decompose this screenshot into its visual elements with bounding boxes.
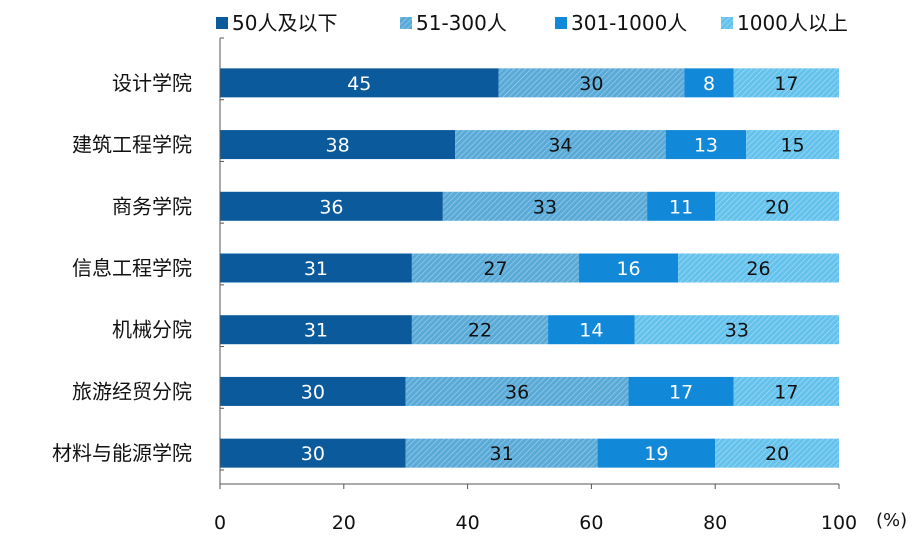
- bar-4-1: [411, 315, 549, 345]
- bar-2-3: [715, 191, 839, 221]
- bar-1-3: [746, 130, 839, 160]
- category-label-2: 商务学院: [112, 194, 192, 218]
- legend-swatch: [400, 17, 412, 29]
- data-label-2-3: 20: [765, 196, 789, 218]
- plot-area: 45 30 8 17 38 34 13 15 36 33 11 20 31 27 16 26 31 22 14 33 3…: [220, 68, 839, 468]
- data-label-0-2: 8: [703, 73, 715, 95]
- bar-4-0: [220, 315, 412, 345]
- data-label-0-3: 17: [774, 73, 798, 95]
- data-label-2-1: 33: [533, 196, 557, 218]
- bar-4-2: [548, 315, 635, 345]
- category-label-0: 设计学院: [112, 71, 192, 95]
- data-label-3-3: 26: [746, 258, 770, 280]
- bar-5-0: [220, 376, 406, 406]
- bar-0-0: [220, 68, 499, 98]
- x-tick-label-3: 60: [579, 512, 603, 534]
- legend-item-2: 301-1000人: [555, 11, 687, 35]
- data-label-4-0: 31: [304, 320, 328, 342]
- data-label-1-0: 38: [326, 135, 350, 157]
- bar-2-1: [442, 191, 648, 221]
- data-label-6-1: 31: [490, 443, 514, 465]
- legend: 50人及以下 51-300人 301-1000人 1000人以上: [216, 11, 848, 35]
- data-label-4-1: 22: [468, 320, 492, 342]
- legend-swatch: [216, 17, 228, 29]
- data-label-6-3: 20: [765, 443, 789, 465]
- bar-3-0: [220, 253, 412, 283]
- bar-1-2: [665, 130, 747, 160]
- x-tick-label-4: 80: [703, 512, 727, 534]
- data-label-1-3: 15: [780, 135, 804, 157]
- x-unit-label: (%): [876, 510, 907, 531]
- bar-0-1: [498, 68, 685, 98]
- x-tick-label-5: 100: [821, 512, 857, 534]
- bar-1-0: [220, 130, 456, 160]
- data-label-0-1: 30: [579, 73, 603, 95]
- category-label-5: 旅游经贸分院: [72, 379, 192, 403]
- legend-label: 51-300人: [416, 11, 507, 35]
- legend-item-0: 50人及以下: [216, 11, 337, 35]
- data-label-3-0: 31: [304, 258, 328, 280]
- data-label-5-0: 30: [301, 381, 325, 403]
- bar-3-3: [678, 253, 839, 283]
- category-label-6: 材料与能源学院: [52, 441, 192, 465]
- bar-3-1: [411, 253, 580, 283]
- legend-label: 301-1000人: [571, 11, 687, 35]
- bar-6-0: [220, 438, 406, 468]
- data-label-5-1: 36: [505, 381, 529, 403]
- bar-6-2: [597, 438, 716, 468]
- bar-0-3: [733, 68, 839, 98]
- data-label-6-2: 19: [644, 443, 668, 465]
- bar-5-3: [733, 376, 839, 406]
- data-label-3-1: 27: [483, 258, 507, 280]
- bar-3-2: [579, 253, 679, 283]
- data-label-1-2: 13: [694, 135, 718, 157]
- bar-6-3: [715, 438, 839, 468]
- bar-4-3: [634, 315, 839, 345]
- bar-5-2: [628, 376, 734, 406]
- data-label-5-2: 17: [669, 381, 693, 403]
- data-label-4-2: 14: [579, 320, 603, 342]
- category-label-1: 建筑工程学院: [72, 133, 192, 157]
- legend-label: 50人及以下: [232, 11, 337, 35]
- data-label-1-1: 34: [548, 135, 572, 157]
- category-label-3: 信息工程学院: [72, 256, 192, 280]
- x-tick-label-1: 20: [332, 512, 356, 534]
- data-label-2-2: 11: [669, 196, 693, 218]
- data-label-6-0: 30: [301, 443, 325, 465]
- legend-item-1: 51-300人: [400, 11, 507, 35]
- bar-5-1: [405, 376, 629, 406]
- bar-0-2: [684, 68, 734, 98]
- data-label-2-0: 36: [319, 196, 343, 218]
- bar-2-0: [220, 191, 443, 221]
- x-tick-label-0: 0: [214, 512, 226, 534]
- legend-swatch: [555, 17, 567, 29]
- legend-label: 1000人以上: [737, 11, 848, 35]
- bar-1-1: [455, 130, 666, 160]
- bar-2-2: [647, 191, 716, 221]
- category-label-4: 机械分院: [112, 318, 192, 342]
- data-label-0-0: 45: [347, 73, 371, 95]
- x-tick-label-2: 40: [456, 512, 480, 534]
- data-label-4-3: 33: [725, 320, 749, 342]
- data-label-5-3: 17: [774, 381, 798, 403]
- legend-swatch: [721, 17, 733, 29]
- legend-item-3: 1000人以上: [721, 11, 848, 35]
- data-label-3-2: 16: [616, 258, 640, 280]
- bar-6-1: [405, 438, 598, 468]
